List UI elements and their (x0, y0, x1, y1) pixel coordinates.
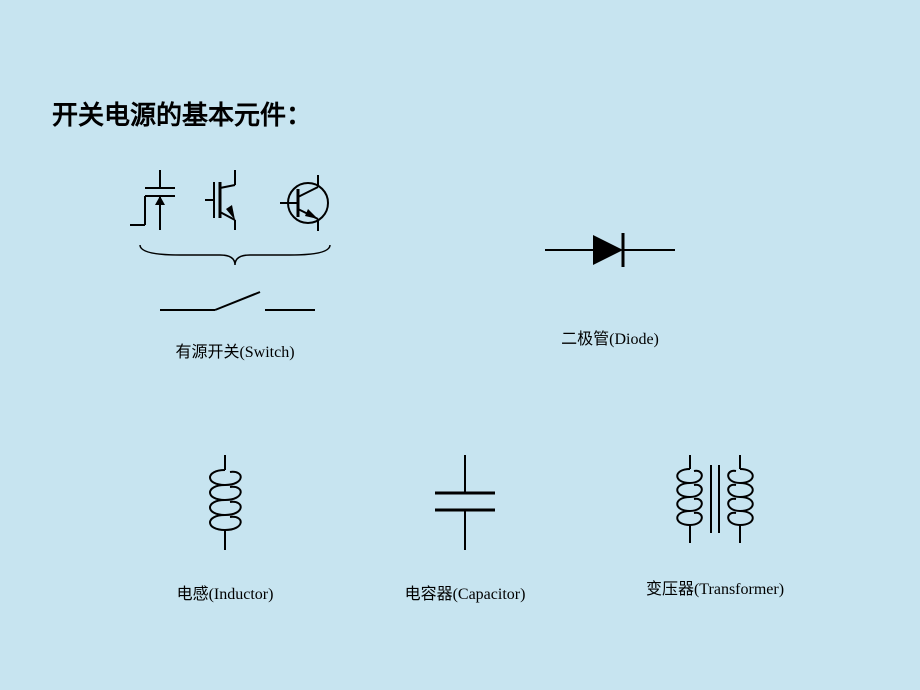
transformer-label: 变压器(Transformer) (640, 575, 790, 599)
capacitor-label: 电容器(Capacitor) (400, 580, 530, 604)
inductor-icon (200, 455, 250, 555)
switch-label: 有源开关(Switch) (120, 338, 350, 362)
transformer-component: 变压器(Transformer) (640, 455, 790, 599)
switch-symbols-icon (120, 170, 350, 330)
diode-icon (545, 225, 675, 275)
switch-component: 有源开关(Switch) (120, 170, 350, 362)
inductor-component: 电感(Inductor) (160, 455, 290, 604)
transformer-icon (665, 455, 765, 555)
diode-component: 二极管(Diode) (545, 225, 675, 349)
diode-label: 二极管(Diode) (545, 325, 675, 349)
capacitor-icon (430, 455, 500, 555)
page-title: 开关电源的基本元件： (52, 95, 312, 132)
capacitor-component: 电容器(Capacitor) (400, 455, 530, 604)
inductor-label: 电感(Inductor) (160, 580, 290, 604)
